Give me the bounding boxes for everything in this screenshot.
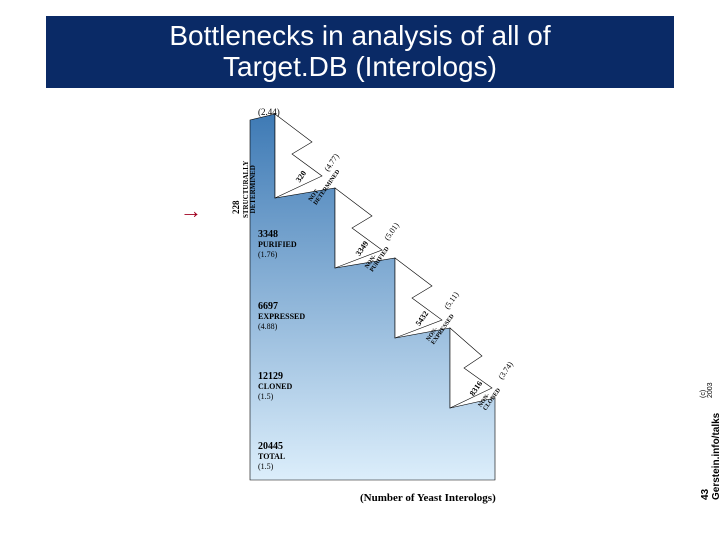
step-2-count: 6697 [258,302,278,312]
title-bar: Bottlenecks in analysis of all of Target… [46,16,674,88]
step-4-ratio: (1.5) [258,463,273,471]
title-line-1: Bottlenecks in analysis of all of [46,21,674,52]
step-3-ratio: (1.5) [258,393,273,401]
step-2-label: EXPRESSED [258,313,305,321]
step-0-count: 228 [232,201,241,215]
step-2-ratio: (4.88) [258,323,277,331]
funnel-diagram [220,110,510,490]
step-1-count: 3348 [258,230,278,240]
side-credit: 43 Gerstein.info/talks [700,413,720,500]
step-4-label: TOTAL [258,453,285,461]
step-1-label: PURIFIED [258,241,297,249]
step-4-count: 20445 [258,442,283,452]
step-3-label: CLONED [258,383,292,391]
pointer-arrow-icon: → [180,198,202,224]
caption: (Number of Yeast Interologs) [360,492,496,504]
step-0-ratio: (2.44) [258,108,280,117]
funnel-svg [220,110,510,490]
step-3-count: 12129 [258,372,283,382]
title-line-2: Target.DB (Interologs) [46,52,674,83]
step-1-ratio: (1.76) [258,251,277,259]
step-0-label: STRUCTURALLY DETERMINED [243,161,257,218]
side-copyright: (c) 2003 [700,378,714,398]
